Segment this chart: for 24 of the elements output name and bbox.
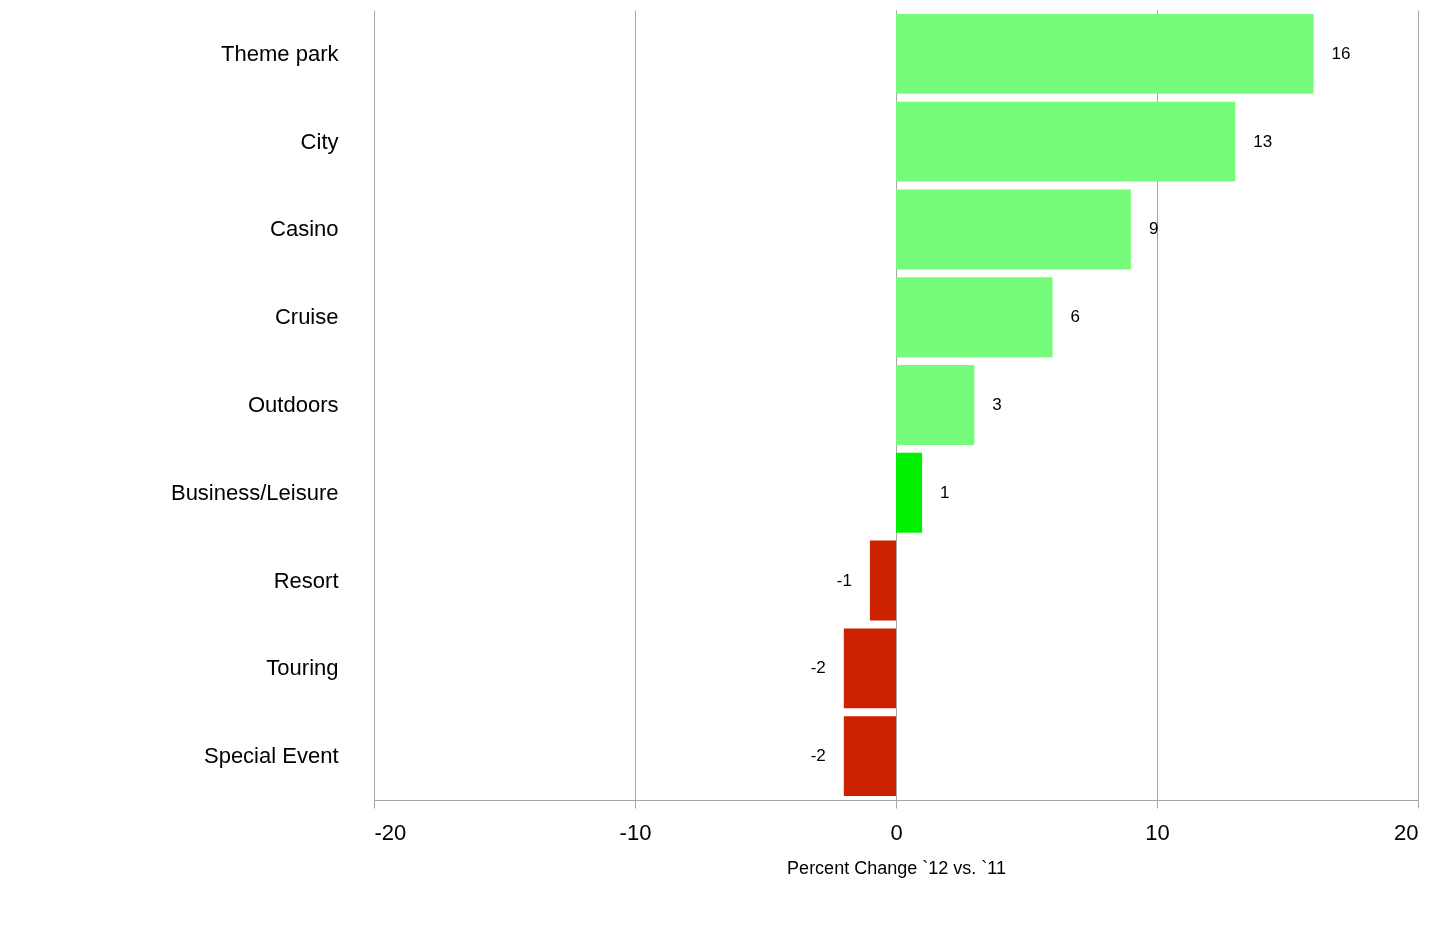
data-label: 3 bbox=[992, 395, 1002, 414]
x-tick-label: 20 bbox=[1394, 819, 1419, 845]
y-tick-label: Special Event bbox=[203, 743, 339, 769]
data-label: 13 bbox=[1253, 131, 1273, 151]
data-label: 16 bbox=[1331, 43, 1351, 63]
x-tick-label: 0 bbox=[890, 819, 903, 845]
data-label: 9 bbox=[1148, 219, 1159, 239]
y-tick-label: Resort bbox=[273, 567, 339, 593]
data-label: -1 bbox=[836, 570, 852, 590]
y-tick-label: Cruise bbox=[274, 304, 339, 330]
y-tick-label: Casino bbox=[270, 216, 339, 242]
data-label: -2 bbox=[810, 746, 826, 766]
y-tick-label: Business/Leisure bbox=[170, 479, 339, 505]
y-tick-label: City bbox=[300, 128, 339, 154]
y-tick-label: Outdoors bbox=[248, 392, 339, 417]
y-tick-label: Touring bbox=[266, 655, 339, 681]
x-tick-label: 10 bbox=[1145, 819, 1170, 845]
y-tick-label: Theme park bbox=[221, 40, 340, 66]
data-label: 6 bbox=[1070, 307, 1081, 327]
x-tick-label: -10 bbox=[619, 819, 652, 845]
x-axis-title: Percent Change `12 vs. `11 bbox=[787, 857, 1006, 878]
x-tick-label: -20 bbox=[374, 819, 407, 845]
data-label: 1 bbox=[940, 482, 950, 502]
data-label: -2 bbox=[810, 658, 826, 678]
